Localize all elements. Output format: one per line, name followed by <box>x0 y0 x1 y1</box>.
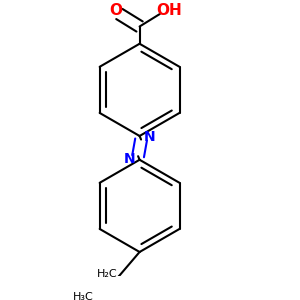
Text: N: N <box>144 130 156 144</box>
Text: H₂C: H₂C <box>97 269 117 279</box>
Text: N: N <box>124 152 136 166</box>
Text: H₃C: H₃C <box>73 292 94 300</box>
Text: OH: OH <box>156 3 182 18</box>
Text: O: O <box>109 3 122 18</box>
